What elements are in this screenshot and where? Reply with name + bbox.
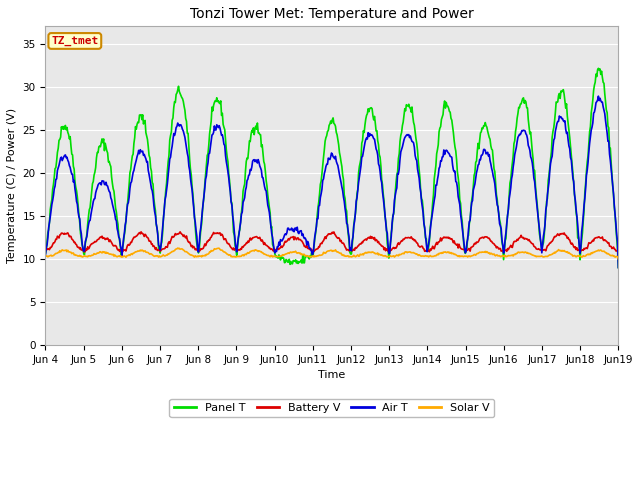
Solar V [111,252,118,258]
Panel T [200,200,207,206]
Legend: Panel T, Battery V, Air T, Solar V: Panel T, Battery V, Air T, Solar V [170,398,494,418]
Solar V [403,249,410,255]
Solar V [614,256,622,262]
Line: Solar V: Solar V [45,248,618,259]
Air T [200,200,207,205]
Battery V [419,245,427,251]
Air T [419,204,426,210]
Battery V [200,243,208,249]
Battery V [42,247,49,253]
Solar V [169,249,177,254]
Battery V [52,236,60,242]
Line: Battery V: Battery V [45,232,618,255]
Air T [595,93,602,99]
Air T [169,137,177,143]
Solar V [200,253,208,259]
Panel T [52,165,60,170]
Battery V [403,235,410,240]
Panel T [595,65,602,71]
Panel T [402,108,410,114]
Line: Air T: Air T [45,96,618,268]
Solar V [419,253,427,259]
Panel T [42,251,49,256]
Panel T [419,198,426,204]
Battery V [169,234,177,240]
Air T [52,177,60,182]
Air T [111,211,118,217]
Title: Tonzi Tower Met: Temperature and Power: Tonzi Tower Met: Temperature and Power [190,7,474,21]
Air T [402,133,410,139]
Solar V [52,251,60,256]
Panel T [614,265,622,271]
Text: TZ_tmet: TZ_tmet [51,36,99,46]
Battery V [111,243,118,249]
Line: Panel T: Panel T [45,68,618,268]
Solar V [42,253,49,259]
X-axis label: Time: Time [318,371,346,381]
Panel T [111,196,118,202]
Y-axis label: Temperature (C) / Power (V): Temperature (C) / Power (V) [7,108,17,264]
Air T [42,252,49,258]
Panel T [169,115,177,121]
Solar V [174,245,182,251]
Battery V [176,229,184,235]
Air T [614,265,622,271]
Battery V [614,252,622,258]
